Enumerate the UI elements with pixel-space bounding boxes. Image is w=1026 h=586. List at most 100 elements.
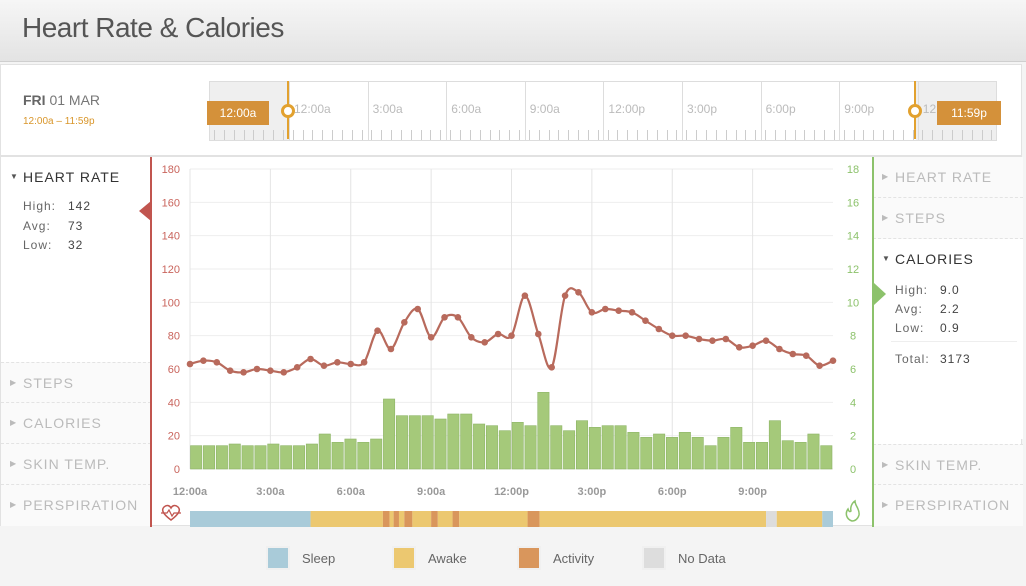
calories-bar bbox=[408, 415, 421, 470]
right-section-steps[interactable]: ▶ STEPS bbox=[873, 198, 1023, 239]
heart-rate-tick-label: 80 bbox=[168, 331, 180, 343]
activity-segment bbox=[452, 511, 460, 527]
timeline-tick bbox=[538, 130, 540, 140]
calories-bar bbox=[807, 433, 820, 470]
caret-right-icon: ▶ bbox=[882, 213, 890, 222]
timeline-label: 6:00a bbox=[451, 102, 482, 116]
timeline-tick bbox=[765, 130, 767, 140]
heart-rate-point bbox=[293, 364, 301, 371]
calories-tick-label: 16 bbox=[847, 197, 859, 209]
calories-bar bbox=[575, 420, 588, 470]
calories-tick-label: 18 bbox=[847, 164, 859, 176]
calories-tick-label: 2 bbox=[850, 431, 856, 443]
timeline-tick bbox=[341, 130, 343, 140]
section-label: PERSPIRATION bbox=[895, 497, 1011, 513]
heart-rate-point bbox=[186, 360, 194, 368]
timeline-end-tag[interactable]: 11:59p bbox=[937, 101, 1001, 125]
timeline-tick bbox=[735, 130, 737, 140]
heart-rate-point bbox=[655, 325, 663, 333]
legend-swatch bbox=[392, 546, 416, 570]
timeline-tick bbox=[430, 130, 432, 140]
heart-rate-point bbox=[441, 314, 448, 321]
timeline-tick bbox=[971, 130, 973, 140]
heart-rate-point bbox=[307, 355, 314, 363]
left-section-steps[interactable]: ▶ STEPS bbox=[1, 362, 151, 403]
activity-segment bbox=[527, 511, 540, 527]
left-section-skin-temp[interactable]: ▶ SKIN TEMP. bbox=[1, 444, 151, 485]
calories-bar bbox=[730, 427, 743, 470]
timeline-tick bbox=[666, 130, 668, 140]
calories-bar bbox=[704, 445, 717, 470]
right-section-heart-rate[interactable]: ▶ HEART RATE bbox=[873, 157, 1023, 198]
timeline-start-handle[interactable] bbox=[281, 104, 295, 118]
timeline-major-line bbox=[446, 82, 448, 140]
heart-rate-point bbox=[695, 335, 703, 343]
time-tick-label: 3:00a bbox=[256, 486, 285, 498]
legend-label: Sleep bbox=[302, 551, 336, 566]
timeline-tick bbox=[607, 130, 609, 140]
timeline-tick bbox=[568, 130, 570, 140]
calories-bar bbox=[678, 432, 691, 470]
calories-bar bbox=[293, 445, 306, 470]
heart-rate-tick-label: 0 bbox=[174, 464, 180, 476]
left-section-perspiration[interactable]: ▶ PERSPIRATION bbox=[1, 485, 151, 526]
heart-rate-tick-label: 120 bbox=[162, 264, 180, 276]
timeline-tick bbox=[794, 130, 796, 140]
heart-rate-point bbox=[601, 305, 609, 313]
calories-bar bbox=[756, 442, 769, 470]
calories-bar bbox=[563, 430, 576, 470]
heart-rate-point bbox=[521, 292, 529, 299]
timeline-tick bbox=[558, 130, 560, 140]
heart-rate-point bbox=[360, 359, 368, 366]
timeline-tick bbox=[981, 130, 983, 140]
timeline-tick bbox=[450, 130, 452, 140]
heart-rate-point bbox=[280, 369, 288, 376]
timeline-tick bbox=[273, 130, 275, 140]
date-value: 01 MAR bbox=[49, 92, 101, 108]
heart-rate-title: HEART RATE bbox=[23, 169, 121, 185]
timeline-tick bbox=[214, 130, 215, 140]
calories-bar bbox=[215, 445, 228, 470]
heart-rate-point bbox=[240, 369, 247, 376]
activity-segment bbox=[822, 511, 833, 527]
page-title: Heart Rate & Calories bbox=[22, 12, 284, 43]
timeline-start-tag[interactable]: 12:00a bbox=[207, 101, 269, 125]
right-section-skin-temp[interactable]: ▶ SKIN TEMP. bbox=[873, 444, 1023, 485]
stat-high: High: 9.0 bbox=[895, 283, 960, 297]
heart-rate-tick-label: 160 bbox=[162, 197, 180, 209]
left-section-heart-rate[interactable]: ▼ HEART RATE High: 142 Avg: 73 Low: 32 bbox=[1, 157, 151, 357]
timeline-label: 12: bbox=[922, 102, 940, 116]
calories-bar bbox=[357, 442, 370, 470]
timeline-label: 6:00p bbox=[765, 102, 796, 116]
heart-rate-axis-labels: 0 20 40 60 80 100 120 140 160 180 bbox=[162, 164, 180, 476]
timeline-tick bbox=[302, 130, 304, 140]
timeline-tick bbox=[479, 130, 481, 140]
timeline-tick bbox=[824, 130, 826, 140]
timeline-tick bbox=[725, 130, 727, 140]
heart-rate-point bbox=[401, 319, 408, 326]
timeline-tick bbox=[952, 130, 953, 140]
calories-bar bbox=[460, 413, 473, 470]
timeline-end-handle[interactable] bbox=[908, 104, 922, 118]
timeline-tick bbox=[371, 130, 373, 140]
left-section-calories[interactable]: ▶ CALORIES bbox=[1, 403, 151, 444]
timeline-tick bbox=[784, 130, 786, 140]
timeline-tick bbox=[646, 130, 648, 140]
timeline-scrubber[interactable]: 12:00a 3:00a 6:00a 9:00a 12:00p 3:00p 6:00p 9:0… bbox=[209, 81, 997, 141]
heart-rate-pointer bbox=[139, 201, 151, 221]
right-section-perspiration[interactable]: ▶ PERSPIRATION bbox=[873, 485, 1023, 526]
calories-tick-label: 0 bbox=[850, 464, 856, 476]
calories-bar bbox=[524, 425, 537, 470]
timeline-label: 3:00p bbox=[687, 102, 718, 116]
time-axis-labels: 12:00a 3:00a 6:00a 9:00a 12:00p 3:00p 6:00p 9:0… bbox=[173, 486, 767, 498]
timeline-tick bbox=[922, 130, 924, 140]
caret-down-icon: ▼ bbox=[882, 254, 891, 263]
stat-low: Low: 32 bbox=[23, 238, 84, 252]
caret-right-icon: ▶ bbox=[10, 418, 18, 427]
calories-bar bbox=[588, 427, 601, 470]
right-section-calories[interactable]: ▼ CALORIES High: 9.0 Avg: 2.2 Low: 0.9 Tota… bbox=[873, 239, 1023, 439]
calories-tick-label: 14 bbox=[847, 231, 859, 243]
calories-bar bbox=[318, 433, 331, 470]
timeline-tick bbox=[755, 130, 757, 140]
time-tick-label: 9:00a bbox=[417, 486, 446, 498]
